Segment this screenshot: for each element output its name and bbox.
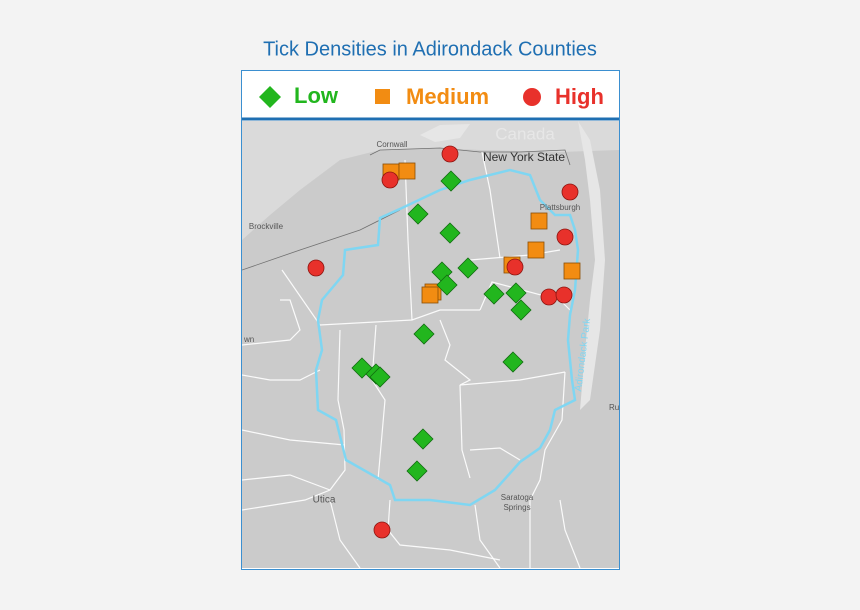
medium-marker — [530, 212, 548, 230]
canada — [242, 121, 619, 240]
low-marker — [413, 323, 435, 345]
low-marker — [406, 460, 428, 482]
high-marker — [556, 228, 574, 246]
medium-marker — [563, 262, 581, 280]
low-marker — [439, 222, 461, 244]
low-marker — [369, 366, 391, 388]
map-label: wn — [243, 335, 254, 344]
map-label: Brockville — [249, 222, 284, 231]
high-marker — [441, 145, 459, 163]
map-label: Ru — [609, 403, 619, 412]
medium-marker — [421, 286, 439, 304]
lake-champlain — [578, 121, 605, 410]
legend-symbol-low — [259, 86, 281, 108]
low-marker — [505, 282, 527, 304]
high-marker — [555, 286, 573, 304]
title: Tick Densities in Adirondack Counties — [263, 38, 597, 60]
low-marker — [510, 299, 532, 321]
markers — [307, 145, 581, 539]
low-marker — [457, 257, 479, 279]
medium-marker — [527, 241, 545, 259]
legend-label: Medium — [406, 84, 489, 109]
map-label: Saratoga — [501, 493, 534, 502]
high-marker — [506, 258, 524, 276]
high-marker — [381, 171, 399, 189]
high-marker — [373, 521, 391, 539]
map-label: Springs — [503, 503, 530, 512]
low-marker — [412, 428, 434, 450]
low-marker — [436, 274, 458, 296]
legend-symbol-high — [523, 88, 541, 106]
legend-label: High — [555, 84, 604, 109]
low-marker — [440, 170, 462, 192]
legend-symbol-medium — [375, 89, 390, 104]
high-marker — [540, 288, 558, 306]
medium-marker — [398, 162, 416, 180]
low-marker — [483, 283, 505, 305]
map-label: Cornwall — [376, 140, 407, 149]
map-label: Canada — [495, 124, 555, 143]
park-boundary — [314, 168, 580, 507]
river — [420, 124, 470, 142]
legend-label: Low — [294, 83, 339, 108]
map-label: New York State — [483, 150, 565, 164]
low-marker — [502, 351, 524, 373]
high-marker — [307, 259, 325, 277]
high-marker — [561, 183, 579, 201]
legend: Low Medium High — [259, 83, 604, 109]
low-marker — [407, 203, 429, 225]
map: Canada New York State Cornwall Plattsbur… — [242, 121, 619, 568]
map-label: Plattsburgh — [540, 203, 580, 212]
map-label: Utica — [313, 495, 336, 506]
